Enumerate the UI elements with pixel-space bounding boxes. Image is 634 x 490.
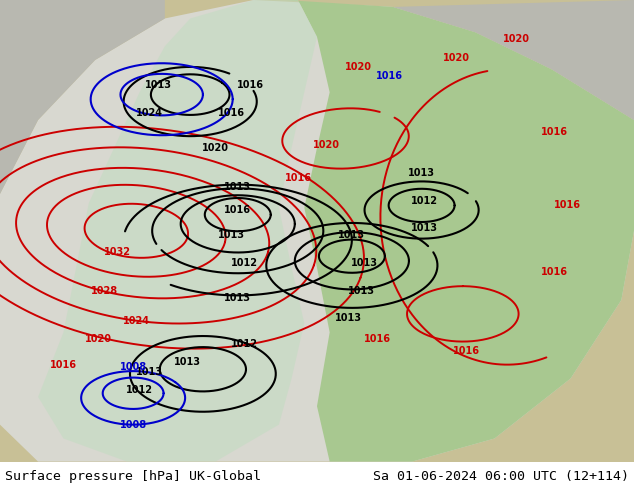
Text: 1008: 1008 bbox=[120, 419, 146, 430]
Text: 1013: 1013 bbox=[348, 286, 375, 296]
Text: 1008: 1008 bbox=[120, 362, 146, 372]
Text: 1016: 1016 bbox=[453, 346, 479, 356]
Text: 1013: 1013 bbox=[174, 357, 200, 368]
Text: 1013: 1013 bbox=[224, 293, 251, 303]
Text: 1016: 1016 bbox=[377, 71, 403, 81]
Text: 1020: 1020 bbox=[313, 141, 340, 150]
Text: 1016: 1016 bbox=[224, 205, 251, 215]
Polygon shape bbox=[38, 0, 317, 462]
Text: 1020: 1020 bbox=[202, 143, 229, 153]
Text: 1020: 1020 bbox=[503, 34, 530, 44]
Text: 1016: 1016 bbox=[541, 126, 568, 137]
Text: 1013: 1013 bbox=[218, 230, 245, 241]
Text: Surface pressure [hPa] UK-Global: Surface pressure [hPa] UK-Global bbox=[5, 470, 261, 483]
Text: 1012: 1012 bbox=[231, 339, 257, 349]
Text: 1020: 1020 bbox=[345, 62, 372, 72]
Text: Sa 01-06-2024 06:00 UTC (12+114): Sa 01-06-2024 06:00 UTC (12+114) bbox=[373, 470, 629, 483]
Text: 1020: 1020 bbox=[85, 334, 112, 344]
Text: 1013: 1013 bbox=[145, 80, 172, 90]
Text: 1016: 1016 bbox=[364, 334, 391, 344]
Polygon shape bbox=[393, 0, 634, 120]
Text: 1032: 1032 bbox=[104, 246, 131, 257]
Text: 1013: 1013 bbox=[335, 314, 362, 323]
Text: 1013: 1013 bbox=[224, 182, 251, 192]
Text: 1016: 1016 bbox=[218, 108, 245, 118]
Text: 1012: 1012 bbox=[411, 196, 438, 206]
Text: 1013: 1013 bbox=[408, 168, 435, 178]
Text: 1012: 1012 bbox=[126, 385, 153, 395]
Text: 1016: 1016 bbox=[554, 200, 581, 210]
Text: 1013: 1013 bbox=[411, 223, 438, 233]
Polygon shape bbox=[0, 0, 634, 462]
Polygon shape bbox=[285, 0, 634, 462]
Text: 1016: 1016 bbox=[285, 172, 311, 183]
Text: 1016: 1016 bbox=[541, 268, 568, 277]
Text: 1013: 1013 bbox=[339, 230, 365, 241]
Text: 1013: 1013 bbox=[136, 367, 162, 377]
Text: 1028: 1028 bbox=[91, 286, 118, 296]
Text: 1020: 1020 bbox=[443, 53, 470, 63]
Text: 1012: 1012 bbox=[231, 258, 257, 268]
Text: 1013: 1013 bbox=[351, 258, 378, 268]
Text: 1024: 1024 bbox=[123, 316, 150, 326]
Polygon shape bbox=[0, 0, 165, 194]
Text: 1016: 1016 bbox=[237, 80, 264, 90]
Text: 1016: 1016 bbox=[50, 360, 77, 369]
Text: 1024: 1024 bbox=[136, 108, 162, 118]
